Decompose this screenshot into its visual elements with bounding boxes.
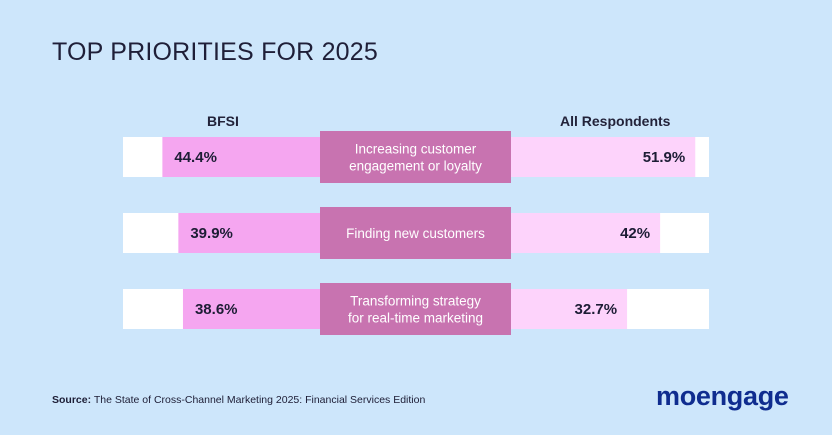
- data-label-all-respondents: 32.7%: [575, 301, 618, 318]
- category-box: [320, 131, 511, 183]
- category-label: engagement or loyalty: [349, 159, 482, 174]
- source-text: The State of Cross-Channel Marketing 202…: [91, 394, 426, 406]
- bar-all-respondents: [511, 137, 696, 177]
- data-label-bfsi: 38.6%: [195, 301, 238, 318]
- moengage-logo: moengage: [656, 381, 789, 411]
- category-label: for real-time marketing: [348, 311, 483, 326]
- category-label: Transforming strategy: [350, 294, 481, 309]
- bar-all-respondents: [511, 213, 661, 253]
- source-note: Source: The State of Cross-Channel Marke…: [52, 394, 425, 406]
- category-box: [320, 283, 511, 335]
- data-label-bfsi: 44.4%: [174, 149, 217, 166]
- source-label: Source:: [52, 394, 92, 406]
- data-label-all-respondents: 42%: [620, 225, 650, 242]
- chart-title: TOP PRIORITIES FOR 2025: [52, 38, 378, 66]
- bar-all-respondents: [511, 289, 628, 329]
- data-label-all-respondents: 51.9%: [643, 149, 686, 166]
- bar-bfsi: [162, 137, 320, 177]
- legend-bfsi: BFSI: [207, 113, 239, 129]
- legend-all-respondents: All Respondents: [560, 113, 671, 129]
- category-label: Increasing customer: [355, 142, 477, 157]
- data-label-bfsi: 39.9%: [190, 225, 233, 242]
- bar-bfsi: [182, 289, 320, 329]
- category-box: [320, 207, 511, 259]
- bar-bfsi: [178, 213, 320, 253]
- category-label: Finding new customers: [346, 226, 485, 241]
